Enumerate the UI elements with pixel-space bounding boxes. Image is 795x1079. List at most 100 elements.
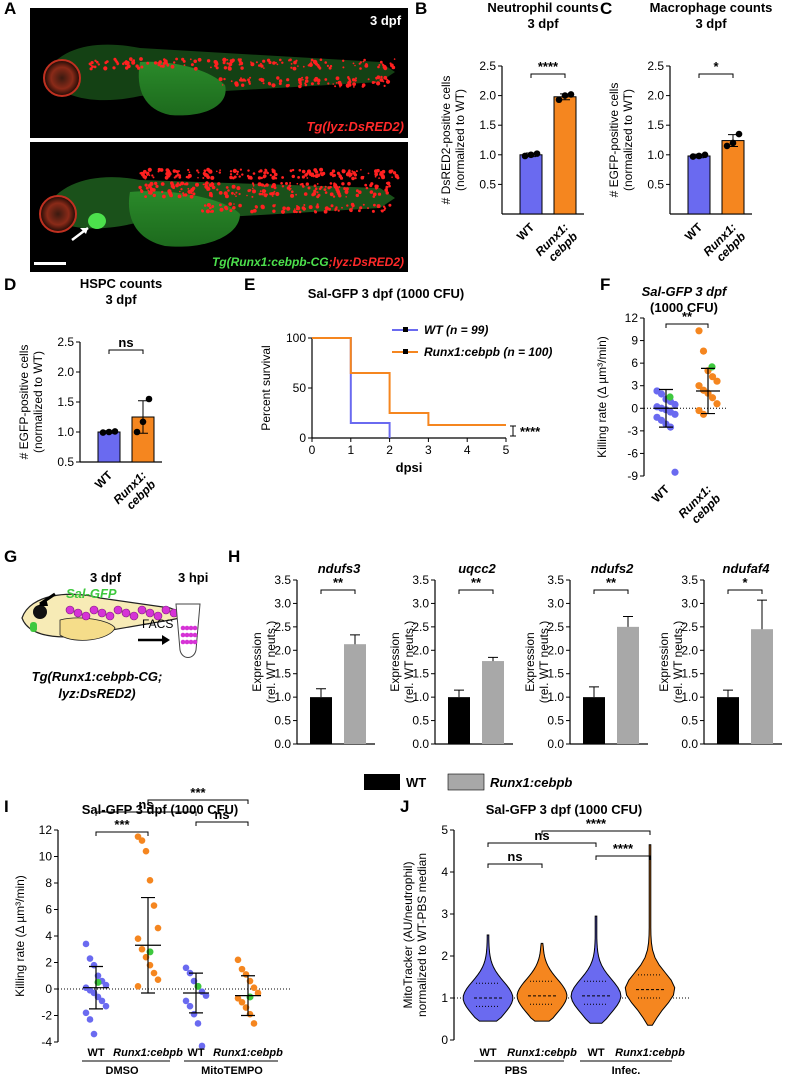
violin xyxy=(462,934,514,1022)
data-point xyxy=(102,1002,110,1010)
gene-y-tick: 3.5 xyxy=(412,573,429,587)
data-point xyxy=(713,400,721,408)
y-tick: 0 xyxy=(299,431,306,445)
y-tick: 50 xyxy=(293,381,307,395)
significance-label: ** xyxy=(333,575,344,590)
gene-y-tick: 2.5 xyxy=(274,620,291,634)
chart-j-y-tick: 4 xyxy=(441,865,448,879)
panel-letter-g: G xyxy=(4,547,17,566)
gene-y-tick: 2.0 xyxy=(681,643,698,657)
gene-y-tick: 1.0 xyxy=(274,690,291,704)
data-point xyxy=(713,377,721,385)
data-point xyxy=(254,989,262,997)
gene-y-tick: 2.0 xyxy=(547,643,564,657)
significance-label: ** xyxy=(606,575,617,590)
legend-marker xyxy=(403,327,408,332)
group-label: Infec. xyxy=(612,1065,641,1077)
bar xyxy=(344,644,366,744)
panel-letter-i: I xyxy=(4,797,9,816)
error-bar xyxy=(316,688,326,698)
gene-y-tick: 3.0 xyxy=(274,596,291,610)
category-label: Runx1:cebpb xyxy=(213,1047,283,1059)
legend-label-wt: WT xyxy=(406,775,426,790)
violin xyxy=(570,915,622,1024)
data-point xyxy=(145,395,153,403)
gene-y-tick: 0.0 xyxy=(547,737,564,751)
chart-d-y-tick: 1.5 xyxy=(57,395,74,409)
highlight-point xyxy=(708,363,716,371)
significance-label: ns xyxy=(214,807,229,822)
violin xyxy=(624,844,676,1026)
transgenic-line-2: lyz:DsRED2) xyxy=(58,686,135,701)
data-point xyxy=(98,997,106,1005)
chart-j-y-tick: 0 xyxy=(441,1033,448,1047)
chart-f-y-tick: 9 xyxy=(631,334,638,348)
chart-f-y-tick: 0 xyxy=(631,401,638,415)
gene-chart-uqcc2: uqcc2 0.0 0.5 1.0 1.5 2.0 2.5 3.0 3.5 Expression(… xyxy=(388,561,513,751)
data-point xyxy=(238,965,246,973)
data-point xyxy=(250,1020,258,1027)
chart-d-y-tick: 2.5 xyxy=(57,335,74,349)
data-point xyxy=(723,142,731,150)
gene-y-tick: 0.5 xyxy=(412,714,429,728)
chart-f-y-tick: -3 xyxy=(627,424,638,438)
data-point xyxy=(186,1002,194,1010)
highlight-point xyxy=(666,393,674,401)
significance-label: *** xyxy=(114,817,130,832)
data-point xyxy=(111,428,119,435)
data-point xyxy=(689,153,697,160)
gene-y-tick: 3.5 xyxy=(547,573,564,587)
gene-y-tick: 1.5 xyxy=(547,667,564,681)
chart-i-y-tick: 6 xyxy=(45,903,52,917)
chart-title: Sal-GFP 3 dpf (1000 CFU) xyxy=(486,802,643,817)
significance-label: ** xyxy=(471,575,482,590)
x-tick: 4 xyxy=(464,443,471,457)
micrograph-top-label: Tg(lyz:DsRED2) xyxy=(306,119,404,134)
gene-title: ndufaf4 xyxy=(723,561,771,576)
chart-subtitle: (1000 CFU) xyxy=(650,300,718,315)
category-label: Runx1:cebpb xyxy=(113,1047,183,1059)
gene-y-tick: 2.5 xyxy=(681,620,698,634)
chart-f-y-tick: 6 xyxy=(631,356,638,370)
bar xyxy=(482,661,504,744)
category-label: Runx1:cebpb xyxy=(675,482,723,530)
gene-y-tick: 0.0 xyxy=(274,737,291,751)
chart-i-y-tick: 8 xyxy=(45,876,52,890)
chart-subtitle: 3 dpf xyxy=(105,292,137,307)
legend-swatch-runx xyxy=(447,773,485,791)
chart-f-y-tick: 3 xyxy=(631,379,638,393)
data-point xyxy=(138,837,146,844)
chart-title: Sal-GFP 3 dpf xyxy=(642,284,728,299)
y-axis-label: Percent survival xyxy=(259,345,273,430)
legend-label-runx: Runx1:cebpb xyxy=(490,775,572,790)
micrograph-bottom-label: Tg(Runx1:cebpb-CG;lyz:DsRED2) xyxy=(212,255,404,269)
x-axis-label: dpsi xyxy=(396,460,423,475)
category-label: WT xyxy=(514,220,538,244)
x-tick: 1 xyxy=(347,443,354,457)
gene-y-tick: 3.5 xyxy=(681,573,698,587)
x-tick: 3 xyxy=(425,443,432,457)
data-point xyxy=(533,150,541,157)
chart-b-y-tick: 2.0 xyxy=(479,89,496,103)
bar-wt xyxy=(687,155,711,215)
label-red-part: ;lyz:DsRED2) xyxy=(329,255,404,269)
chart-j-y-tick: 2 xyxy=(441,949,448,963)
data-point xyxy=(90,1030,98,1038)
data-point xyxy=(134,935,142,942)
category-label: WT xyxy=(649,482,673,506)
legend-label: Runx1:cebpb (n = 100) xyxy=(424,345,552,359)
data-point xyxy=(561,92,569,99)
chart-title: Neutrophil counts xyxy=(487,0,598,15)
gene-title: ndufs3 xyxy=(318,561,361,576)
chart-i-y-tick: 10 xyxy=(39,850,53,864)
data-point xyxy=(99,429,107,436)
data-point xyxy=(102,981,110,989)
category-label: WT xyxy=(682,220,706,244)
data-point xyxy=(150,969,158,977)
chart-b-y-tick: 2.5 xyxy=(479,59,496,73)
violin xyxy=(516,942,568,1022)
